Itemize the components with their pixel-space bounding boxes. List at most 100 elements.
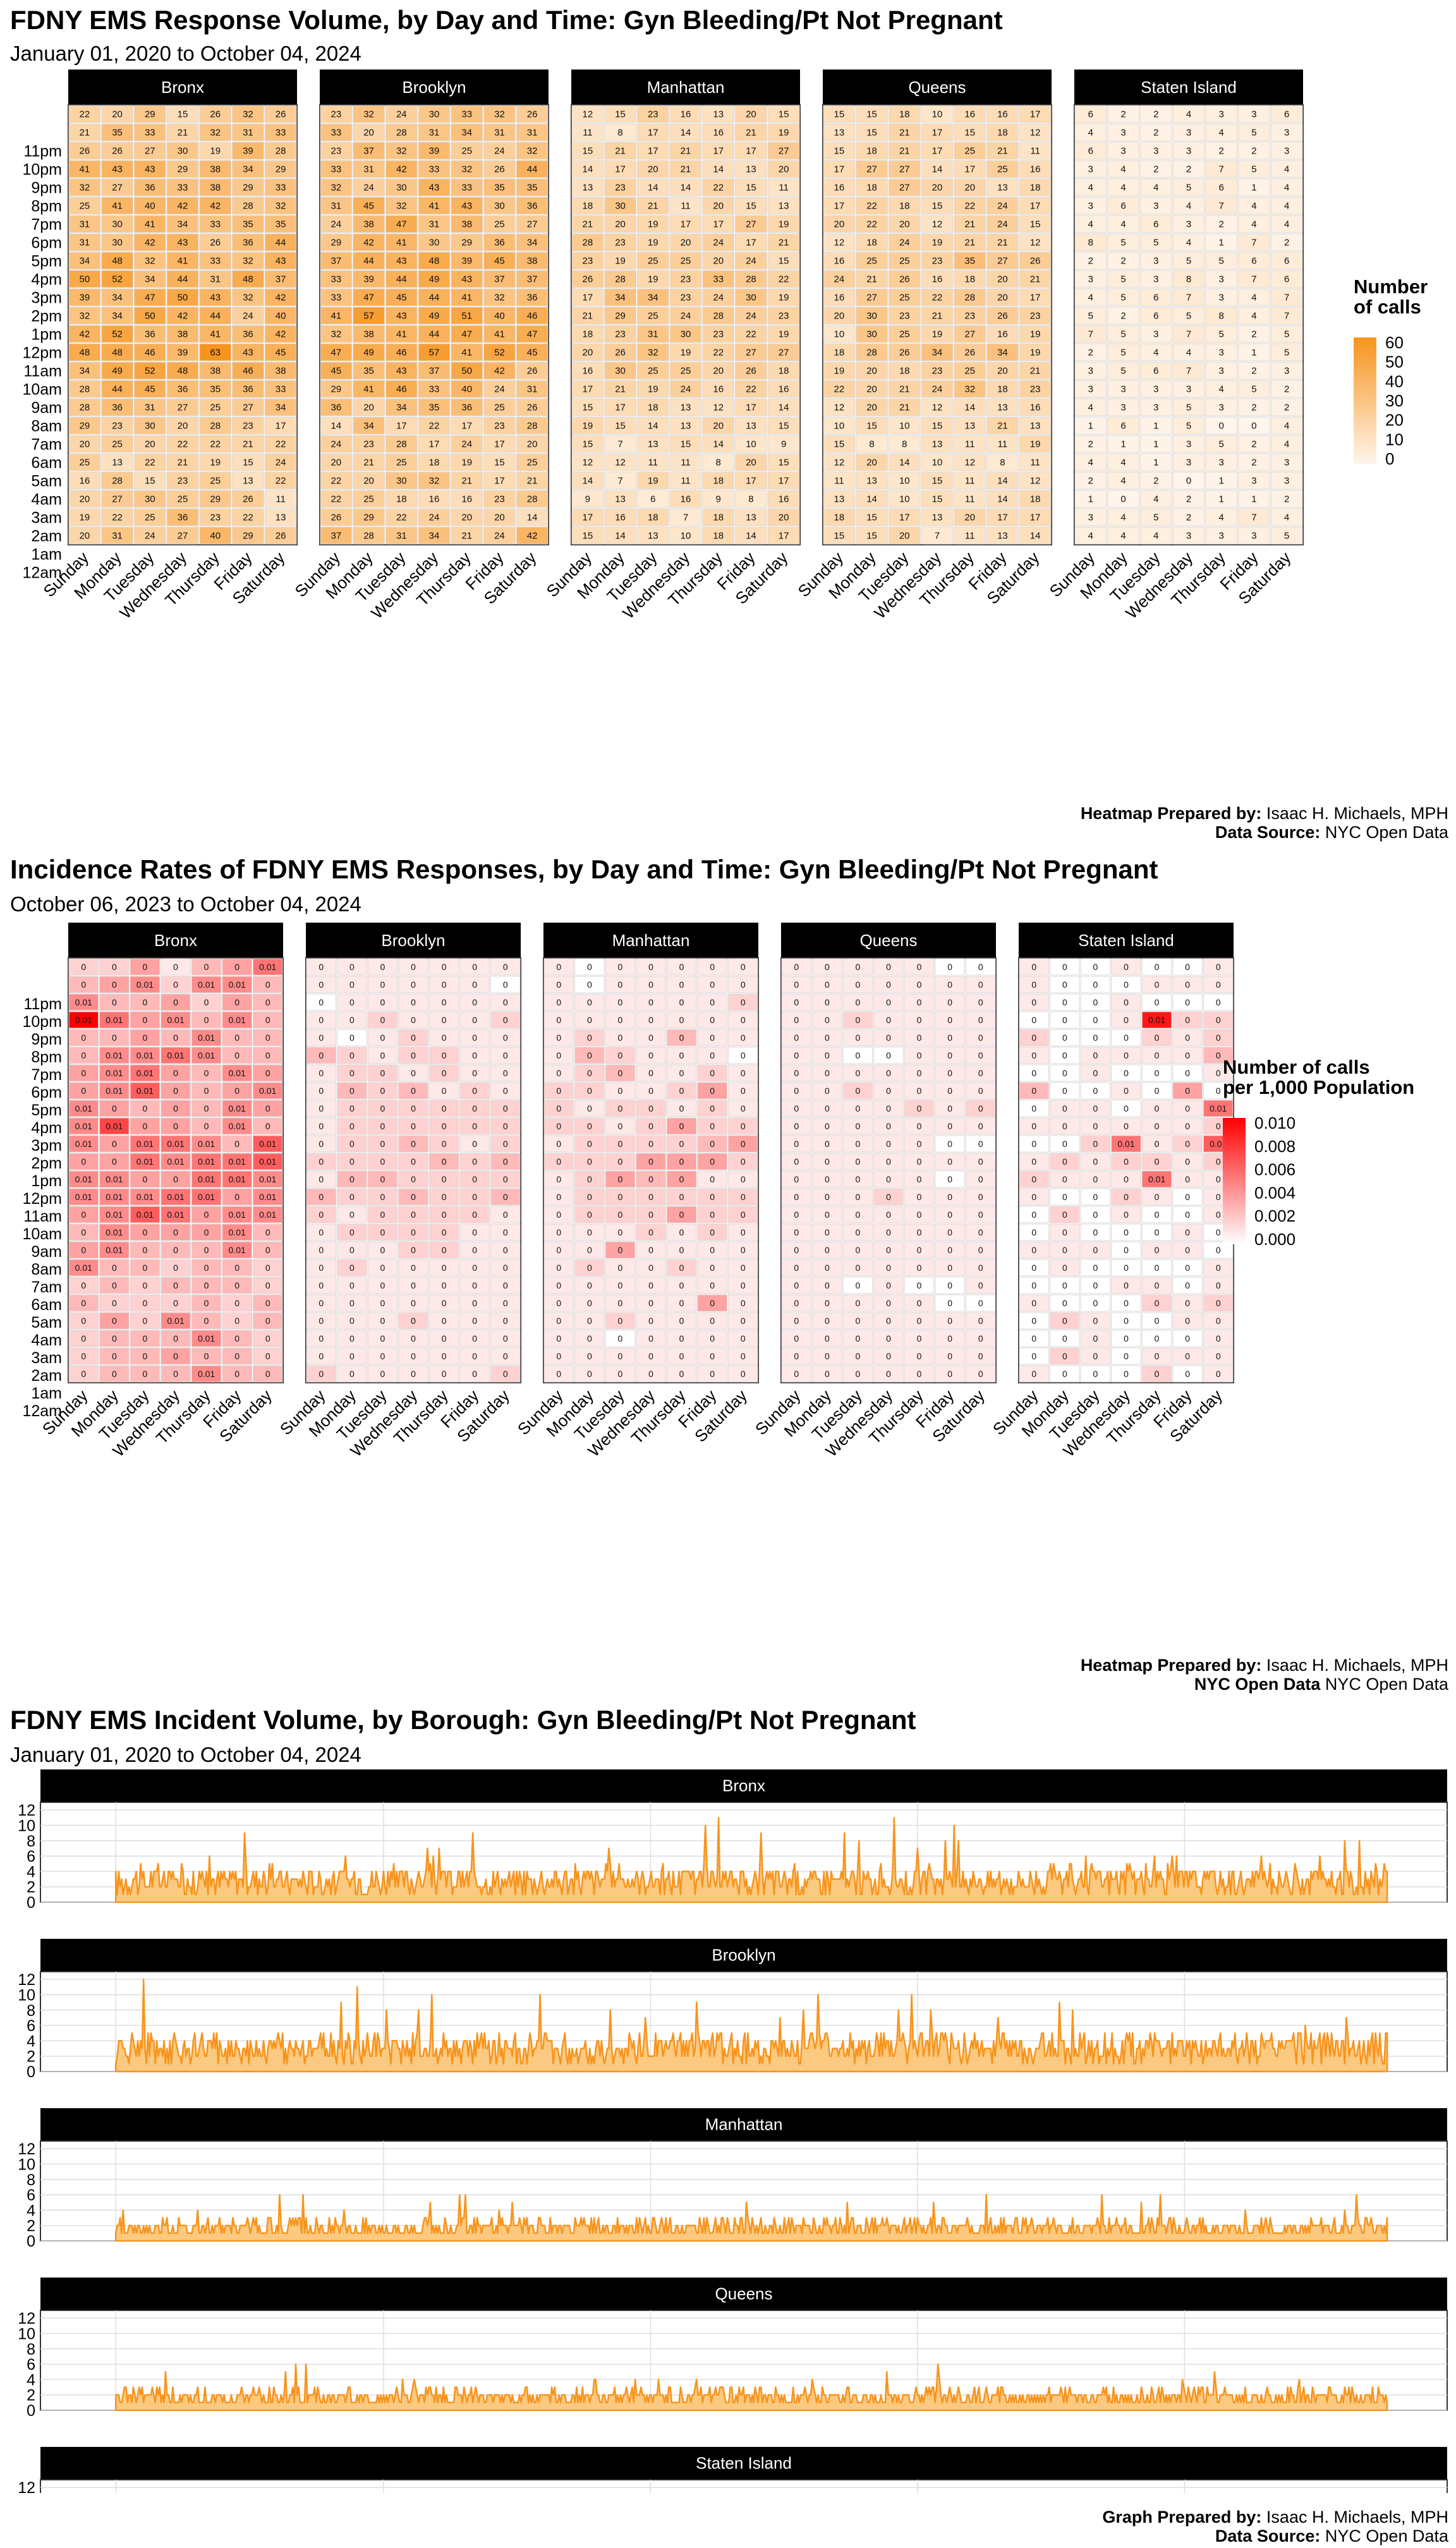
heatmap-cell	[921, 361, 954, 380]
cell-value-label: 31	[243, 128, 253, 138]
cell-value-label: 12	[932, 219, 943, 230]
y-tick-label: 2	[27, 2387, 35, 2405]
cell-value-label: 0	[1216, 997, 1221, 1007]
heatmap-cell	[1172, 233, 1205, 252]
heatmap-cell	[636, 1312, 666, 1330]
cell-value-label: 0	[618, 1068, 623, 1078]
heatmap-cell	[605, 1064, 636, 1082]
heatmap-cell	[986, 197, 1019, 215]
cell-value-label: 28	[210, 421, 221, 432]
y-tick-label: 6pm	[31, 1084, 62, 1101]
heatmap-cell	[702, 435, 735, 453]
cell-value-label: 0	[503, 1086, 508, 1096]
heatmap-cell	[337, 1206, 367, 1223]
cell-value-label: 0	[318, 1015, 324, 1025]
heatmap-cell	[1107, 490, 1139, 508]
heatmap-cell	[320, 288, 353, 306]
heatmap-cell	[252, 1029, 283, 1046]
heatmap-cell	[516, 233, 549, 252]
cell-value-label: 36	[527, 293, 538, 303]
heatmap-cell	[337, 1365, 367, 1383]
cell-value-label: 0	[587, 1103, 592, 1113]
heatmap-cell	[666, 1277, 697, 1294]
heatmap-cell	[68, 197, 101, 215]
credit-prepared-label: Heatmap Prepared by:	[1080, 1656, 1262, 1675]
heatmap-cell	[232, 306, 264, 325]
cell-value-label: 0	[741, 1369, 746, 1379]
cell-value-label: 0	[825, 1245, 830, 1255]
heatmap-cell	[483, 197, 516, 215]
cell-value-label: 16	[997, 109, 1008, 120]
y-tick-label: 12am	[22, 1402, 62, 1420]
cell-value-label: 0	[318, 962, 324, 972]
heatmap-cell	[727, 1064, 758, 1082]
cell-value-label: 0	[411, 1298, 416, 1308]
cell-value-label: 5	[1153, 238, 1158, 248]
heatmap-cell	[1238, 160, 1270, 178]
heatmap-cell	[483, 508, 516, 526]
heatmap-cell	[666, 1259, 697, 1277]
heatmap-cell	[130, 976, 161, 993]
heatmap-cell	[571, 490, 604, 508]
cell-value-label: 3	[1186, 128, 1191, 138]
cell-value-label: 15	[681, 439, 691, 450]
cell-value-label: 30	[145, 421, 155, 432]
heatmap-cell	[735, 252, 767, 270]
cell-value-label: 15	[583, 531, 593, 542]
heatmap-cell	[935, 1241, 965, 1259]
cell-value-label: 0	[442, 997, 447, 1007]
heatmap-cell	[636, 178, 669, 197]
cell-value-label: 45	[145, 384, 155, 395]
cell-value-label: 0.01	[1210, 1139, 1227, 1149]
cell-value-label: 41	[331, 311, 342, 322]
cell-value-label: 10	[932, 458, 943, 468]
cell-value-label: 0	[1062, 1174, 1067, 1184]
cell-value-label: 0	[380, 1015, 385, 1025]
cell-value-label: 16	[615, 513, 626, 523]
cell-value-label: 16	[80, 476, 90, 487]
heatmap-cell	[669, 435, 702, 453]
heatmap-cell	[1019, 490, 1052, 508]
heatmap-cell	[1172, 1029, 1203, 1046]
cell-value-label: 21	[80, 128, 90, 138]
cell-value-label: 0	[1216, 1263, 1221, 1273]
heatmap-cell	[101, 178, 133, 197]
heatmap-cell	[1111, 1330, 1141, 1347]
cell-value-label: 0	[380, 1227, 385, 1237]
heatmap-cell	[543, 1241, 574, 1259]
cell-value-label: 0	[1155, 1192, 1160, 1202]
heatmap-cell	[935, 1064, 965, 1082]
credit-source: NYC Open Data	[1320, 1675, 1448, 1694]
cell-value-label: 5	[1186, 403, 1191, 413]
heatmap-cell	[574, 1082, 605, 1100]
heatmap-cell	[1050, 1117, 1080, 1135]
cell-value-label: 33	[276, 128, 286, 138]
cell-value-label: 17	[834, 164, 845, 175]
cell-value-label: 30	[429, 238, 440, 248]
heatmap-cell	[904, 1046, 935, 1064]
heatmap-cell	[398, 1241, 428, 1259]
cell-value-label: 0	[349, 980, 355, 990]
cell-value-label: 0	[1062, 1192, 1067, 1202]
cell-value-label: 4	[1120, 164, 1125, 175]
heatmap-cell	[418, 105, 451, 123]
heatmap-cell	[99, 1011, 130, 1029]
heatmap-cell	[1139, 123, 1172, 142]
heatmap-cell	[353, 160, 385, 178]
cell-value-label: 0	[204, 1015, 209, 1025]
heatmap-cell	[199, 490, 232, 508]
heatmap-cell	[101, 215, 133, 233]
heatmap-cell	[543, 1046, 574, 1064]
cell-value-label: 0	[947, 1369, 952, 1379]
heatmap-cell	[986, 325, 1019, 343]
heatmap-cell	[306, 1259, 337, 1277]
heatmap-cell	[264, 471, 297, 490]
heatmap-cell	[1111, 1082, 1141, 1100]
cell-value-label: 0	[587, 1139, 592, 1149]
heatmap-cell	[101, 105, 133, 123]
cell-value-label: 22	[746, 329, 756, 340]
heatmap-cell	[904, 1188, 935, 1206]
heatmap-cell	[418, 416, 451, 435]
heatmap-cell	[1172, 1347, 1203, 1365]
